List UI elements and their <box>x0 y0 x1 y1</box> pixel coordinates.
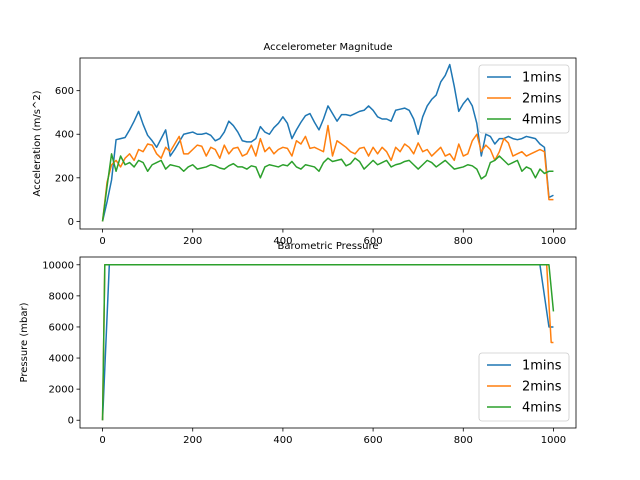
x-tick-label: 200 <box>183 236 202 247</box>
y-tick-label: 2000 <box>49 385 74 396</box>
chart-title: Accelerometer Magnitude <box>264 42 393 53</box>
legend-box <box>478 352 570 422</box>
y-tick-label: 6000 <box>49 322 74 333</box>
x-tick-label: 400 <box>273 236 292 247</box>
series-line-4mins <box>101 153 554 222</box>
x-tick-label: 1000 <box>541 236 566 247</box>
y-axis-label: Pressure (mbar) <box>19 302 30 382</box>
y-tick-label: 10000 <box>42 260 74 271</box>
y-tick-label: 8000 <box>49 291 74 302</box>
accelerometer-chart: Accelerometer Magnitude 0 200 400 600 800 1000… <box>32 42 577 247</box>
legend-box <box>478 64 570 134</box>
legend-label: 4mins <box>522 113 562 128</box>
x-tick-label: 600 <box>364 236 383 247</box>
y-tick-label: 0 <box>68 217 74 228</box>
y-tick-label: 0 <box>68 416 74 427</box>
y-tick-label: 200 <box>55 173 74 184</box>
y-tick-label: 400 <box>55 130 74 141</box>
x-tick-label: 0 <box>99 236 105 247</box>
y-axis-label: Acceleration (m/s^2) <box>32 90 43 196</box>
plot-frame <box>79 57 577 230</box>
legend-label: 2mins <box>522 380 562 395</box>
legend-label: 1mins <box>522 359 562 374</box>
legend-label: 4mins <box>522 401 562 416</box>
legend-label: 1mins <box>522 71 562 86</box>
x-tick-label: 800 <box>454 435 473 446</box>
plot-frame <box>79 256 577 429</box>
x-tick-label: 0 <box>99 435 105 446</box>
series-line-4mins <box>101 264 555 421</box>
x-tick-label: 200 <box>183 435 202 446</box>
x-tick-label: 1000 <box>541 435 566 446</box>
x-tick-label: 600 <box>364 435 383 446</box>
legend-label: 2mins <box>522 92 562 107</box>
series-line-2mins <box>101 124 554 222</box>
x-tick-label: 800 <box>454 236 473 247</box>
x-tick-label: 400 <box>273 435 292 446</box>
series-line-1mins <box>101 63 554 222</box>
y-tick-label: 600 <box>55 86 74 97</box>
y-tick-label: 4000 <box>49 354 74 365</box>
chart-title: Barometric Pressure <box>277 241 378 252</box>
